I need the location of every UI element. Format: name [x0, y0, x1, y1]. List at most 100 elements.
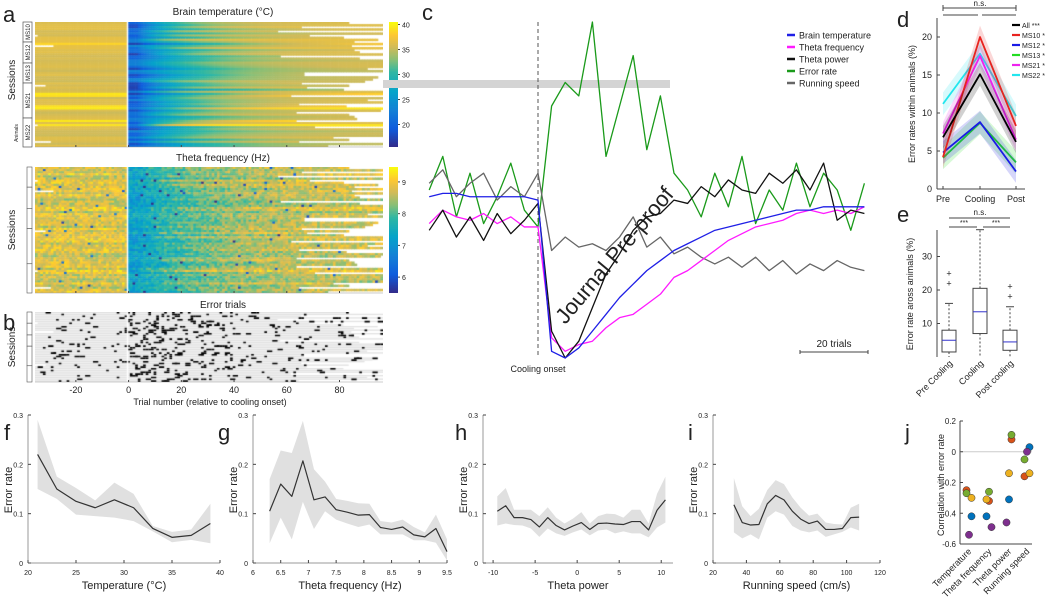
- x-tick-label: 0: [575, 570, 579, 577]
- series-band: [943, 110, 1016, 183]
- correlation-point-MS22: [982, 495, 991, 504]
- x-tick-label: Post: [1007, 194, 1026, 204]
- animal-group-box: [26, 345, 33, 367]
- y-tick-label: 5: [927, 146, 932, 156]
- y-tick-label: 0.3: [468, 413, 478, 420]
- y-tick-label: 0: [927, 184, 932, 194]
- correlation-point-MS21: [1023, 447, 1031, 456]
- animal-group-box: [26, 365, 33, 383]
- error-trials-raster: [35, 312, 383, 382]
- colorbar-tick-label: 8: [402, 212, 406, 219]
- series-line: [942, 55, 1017, 140]
- x-axis-label: Theta power: [547, 580, 608, 592]
- gray-band: [383, 80, 670, 88]
- x-tick-label: 35: [168, 570, 176, 577]
- x-tick-label: 120: [874, 570, 886, 577]
- correlation-point-MS22: [1005, 469, 1013, 478]
- colorbar-tick-label: 7: [402, 243, 406, 250]
- x-tick-label: 6: [251, 570, 255, 577]
- correlation-point-MS12: [967, 512, 976, 521]
- theta-colorbar: [389, 167, 398, 293]
- box: [941, 329, 957, 353]
- y-tick-label: 0.1: [238, 512, 248, 519]
- outlier-marker: +: [946, 278, 951, 288]
- x-tick-label: 9.5: [442, 570, 452, 577]
- x-tick-label: 40: [229, 385, 239, 395]
- animal-group-box: [26, 228, 33, 265]
- x-tick-label: 80: [334, 385, 344, 395]
- y-tick-label: 0.2: [698, 462, 708, 469]
- outlier-marker: +: [946, 268, 951, 278]
- panel-letter-h: h: [455, 420, 467, 445]
- y-axis-label: Error rate: [3, 467, 15, 513]
- series-line-error-rate: [428, 21, 866, 231]
- animals-label: Animals: [14, 124, 20, 142]
- legend-label: MS21 *: [1022, 63, 1045, 70]
- y-axis-label: Error rates within animals (%): [907, 45, 917, 163]
- y-tick-label: 0.2: [13, 462, 23, 469]
- x-tick-label: 9: [417, 570, 421, 577]
- y-tick-label: 20: [922, 285, 932, 295]
- legend-label: Running speed: [799, 79, 860, 89]
- x-tick-label: Pre: [936, 194, 950, 204]
- colorbar-tick-label: 30: [402, 73, 410, 80]
- animal-group-box: [26, 263, 33, 294]
- correlation-point-MS12: [982, 512, 991, 521]
- x-tick-label: 20: [176, 385, 186, 395]
- y-tick-label: -0.4: [942, 509, 956, 518]
- y-axis-label: Correlation with error rate: [936, 434, 946, 536]
- panel-letter-d: d: [897, 7, 909, 32]
- significance-label: ***: [960, 220, 968, 227]
- y-tick-label: 0.3: [238, 413, 248, 420]
- error-rate-line: [733, 494, 860, 531]
- x-tick-label: Cooling: [965, 194, 996, 204]
- y-tick-label: 0: [244, 561, 248, 568]
- series-band: [943, 62, 1016, 154]
- animal-group-box: [26, 311, 33, 324]
- y-axis-label: Error rate: [458, 467, 470, 513]
- animal-group-box: [26, 208, 33, 229]
- animal-group-box: [26, 186, 33, 209]
- animal-group-box: [26, 334, 33, 347]
- legend-label: MS13 *: [1022, 53, 1045, 60]
- panel-letter-a: a: [3, 2, 16, 27]
- correlation-point-MS13: [1020, 455, 1029, 464]
- x-tick-label: 60: [776, 570, 784, 577]
- sessions-label: Sessions: [7, 327, 18, 368]
- x-axis-label: Temperature (°C): [82, 580, 166, 592]
- legend-label: All ***: [1022, 23, 1040, 30]
- cooling-onset-label: Cooling onset: [510, 364, 566, 374]
- correlation-point-MS13: [985, 487, 993, 496]
- x-tick-label: 80: [809, 570, 817, 577]
- x-tick-label: 100: [841, 570, 853, 577]
- y-tick-label: 0.3: [13, 413, 23, 420]
- correlation-point-MS12: [1005, 495, 1013, 504]
- x-tick-label: 8.5: [387, 570, 397, 577]
- sessions-label: Sessions: [7, 60, 18, 101]
- y-tick-label: 0.1: [13, 512, 23, 519]
- animal-label: MS13: [26, 65, 32, 81]
- legend-label: MS22 *: [1022, 73, 1045, 80]
- error-rate-line: [496, 499, 666, 531]
- x-tick-label: 40: [216, 570, 224, 577]
- y-tick-label: 0.1: [698, 512, 708, 519]
- box: [1002, 329, 1018, 351]
- confidence-band: [497, 476, 666, 538]
- x-tick-label: 6.5: [276, 570, 286, 577]
- animal-label: MS21: [26, 92, 32, 108]
- x-tick-label: 40: [743, 570, 751, 577]
- x-axis-label: Theta frequency (Hz): [298, 580, 401, 592]
- raster-title-errors: Error trials: [200, 300, 246, 311]
- correlation-point-MS22: [967, 494, 976, 502]
- outlier-marker: +: [1007, 292, 1012, 302]
- panel-letter-b: b: [3, 310, 15, 335]
- colorbar-tick-label: 40: [402, 23, 410, 30]
- y-tick-label: 0: [474, 561, 478, 568]
- y-tick-label: -0.2: [942, 479, 956, 488]
- y-tick-label: 15: [922, 70, 932, 80]
- animal-group-box: [22, 117, 33, 148]
- y-tick-label: 0: [952, 448, 957, 457]
- panel-letter-j: j: [904, 420, 910, 445]
- y-tick-label: 0.2: [468, 462, 478, 469]
- legend-label: Theta frequency: [799, 43, 865, 53]
